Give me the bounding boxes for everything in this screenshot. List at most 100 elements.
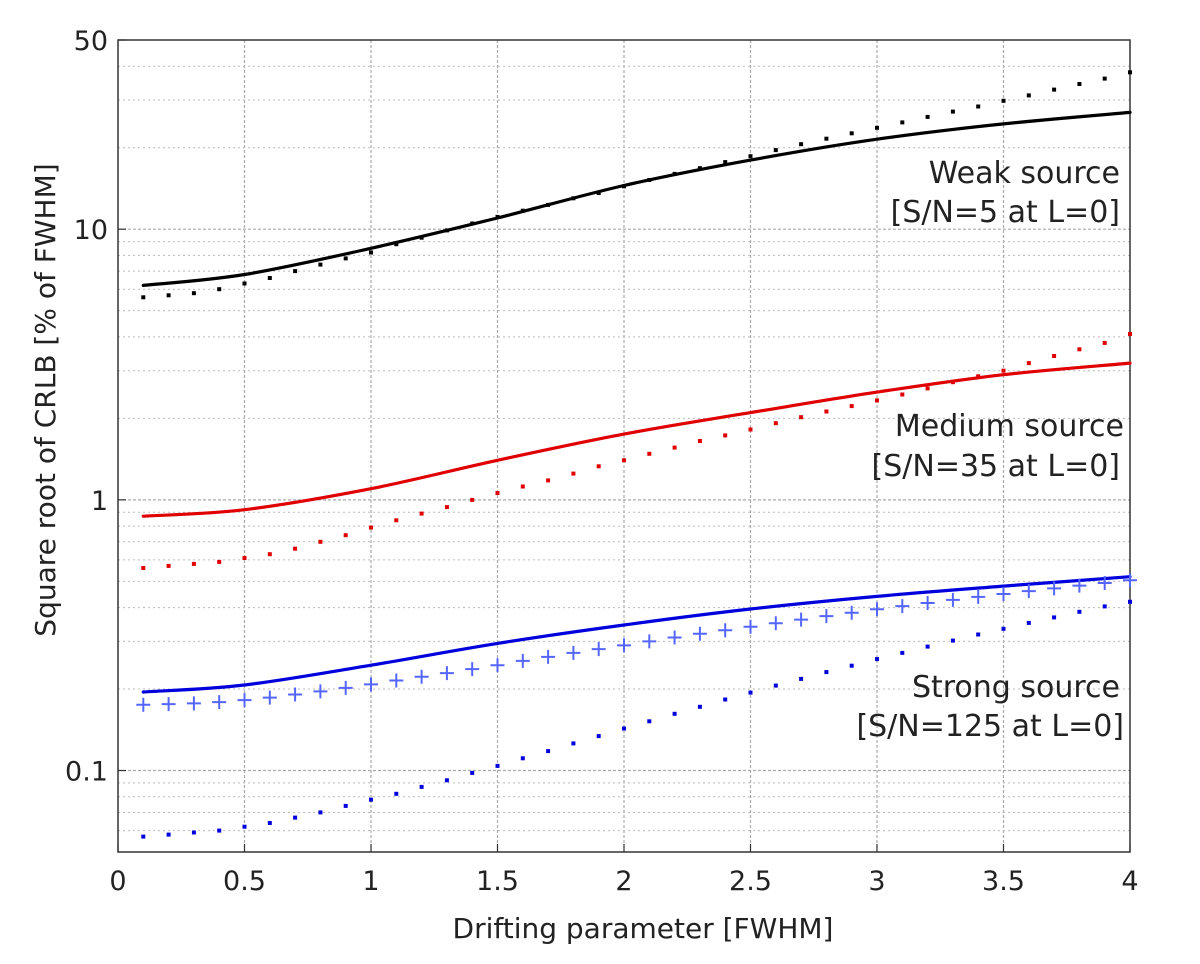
data-point <box>343 803 348 808</box>
data-point <box>419 235 424 240</box>
data-point <box>470 221 475 226</box>
data-point <box>495 214 500 219</box>
data-point <box>672 711 677 716</box>
data-point <box>318 810 323 815</box>
data-point <box>338 680 353 695</box>
x-tick-label: 1.5 <box>476 866 519 897</box>
data-point <box>773 148 778 153</box>
data-point <box>191 291 196 296</box>
data-point <box>1026 93 1031 98</box>
data-point <box>217 287 222 292</box>
data-point <box>217 828 222 833</box>
data-point <box>895 599 910 614</box>
data-point <box>647 451 652 456</box>
data-point <box>394 242 399 247</box>
data-point <box>465 662 480 677</box>
data-point <box>748 427 753 432</box>
data-point <box>141 566 146 570</box>
data-point <box>1128 70 1132 75</box>
data-point <box>444 505 449 510</box>
data-point <box>242 824 247 829</box>
data-point <box>596 191 601 195</box>
data-point <box>237 693 252 708</box>
series-strong-plus <box>136 573 1137 712</box>
data-point <box>1001 98 1006 103</box>
data-point <box>819 609 834 624</box>
data-point <box>267 276 272 280</box>
annotation-weak-title: Weak source <box>929 156 1120 191</box>
y-tick-label: 0.1 <box>65 757 108 788</box>
x-tick-label: 2.5 <box>729 866 772 897</box>
data-point <box>900 120 905 125</box>
data-point <box>870 602 884 617</box>
data-point <box>622 184 626 189</box>
data-point <box>470 770 475 775</box>
data-point <box>288 687 303 702</box>
data-point <box>773 683 778 688</box>
data-point <box>976 632 981 637</box>
data-point <box>799 142 804 147</box>
data-point <box>773 421 778 426</box>
series-strong-dotted <box>141 599 1132 839</box>
data-point <box>1001 368 1006 373</box>
y-tick-label: 10 <box>74 215 108 246</box>
data-point <box>1102 604 1107 609</box>
data-point <box>617 638 631 653</box>
data-point <box>136 697 151 712</box>
data-point <box>950 109 955 114</box>
data-point <box>1077 82 1082 86</box>
data-point <box>490 658 505 673</box>
data-point <box>546 202 551 207</box>
data-point <box>971 589 986 604</box>
data-point <box>672 171 677 176</box>
data-point <box>596 734 601 739</box>
data-point <box>166 563 171 568</box>
data-point <box>566 645 581 660</box>
data-point <box>293 269 298 274</box>
data-point <box>718 623 733 638</box>
data-point <box>1077 609 1082 614</box>
data-point <box>191 561 196 566</box>
data-point <box>1047 581 1062 596</box>
data-point <box>596 464 601 469</box>
data-point <box>242 556 247 560</box>
y-axis-label: Square root of CRLB [% of FWHM] <box>29 163 62 636</box>
data-point <box>723 697 728 702</box>
x-tick-label: 3.5 <box>982 866 1025 897</box>
data-point <box>1097 576 1112 590</box>
data-point <box>212 695 227 710</box>
data-point <box>141 295 146 300</box>
data-point <box>925 644 930 649</box>
data-point <box>647 178 652 182</box>
y-tick-label: 1 <box>91 486 108 517</box>
data-point <box>723 433 728 438</box>
x-axis-label: Drifting parameter [FWHM] <box>453 912 834 945</box>
data-point <box>419 511 424 516</box>
data-point <box>950 638 955 643</box>
data-point <box>900 392 905 397</box>
data-point <box>389 673 404 688</box>
data-point <box>267 552 272 557</box>
data-point <box>667 630 682 645</box>
data-point <box>768 616 783 631</box>
data-point <box>444 778 449 783</box>
annotation-strong-title: Strong source <box>912 670 1120 705</box>
x-tick-label: 3 <box>868 866 885 897</box>
data-point <box>642 634 657 649</box>
data-point <box>647 719 652 724</box>
series-weak-dotted <box>141 70 1132 300</box>
data-point <box>343 256 348 261</box>
data-point <box>1077 347 1082 352</box>
data-point <box>1102 340 1107 345</box>
data-point <box>1026 620 1031 625</box>
data-point <box>697 704 702 709</box>
annotation-medium-title: Medium source <box>895 409 1124 444</box>
data-point <box>394 518 399 523</box>
data-point <box>520 756 525 761</box>
series-medium-solid <box>141 361 1132 518</box>
series-strong-solid <box>141 575 1132 694</box>
data-point <box>799 676 804 681</box>
data-point <box>1072 578 1087 593</box>
data-point <box>976 104 981 109</box>
annotation-strong-sn: [S/N=125 at L=0] <box>856 709 1124 744</box>
